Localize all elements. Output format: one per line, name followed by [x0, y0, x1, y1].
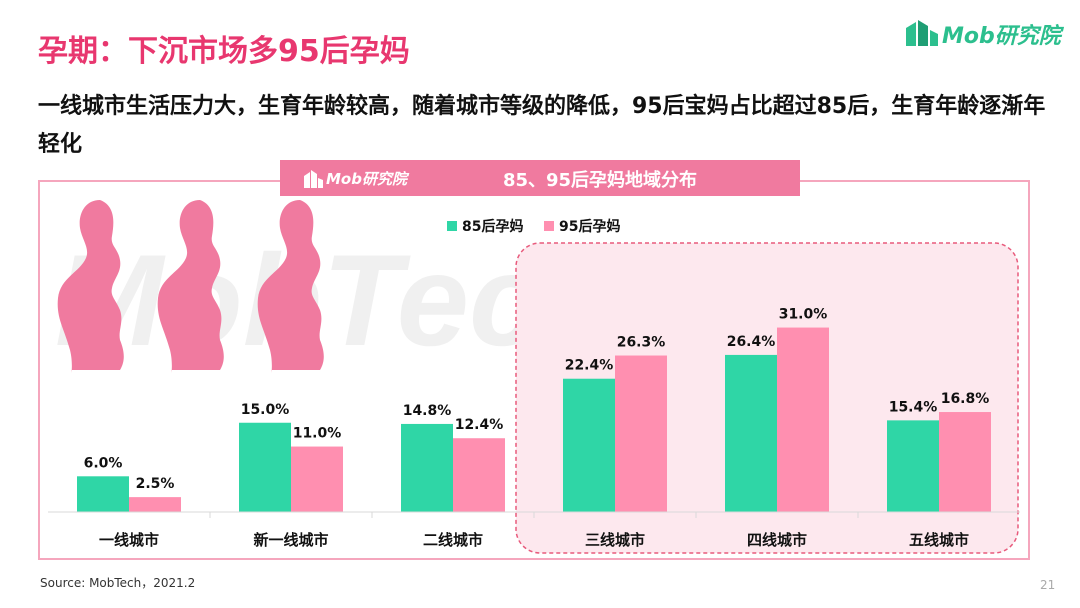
data-label: 2.5%	[136, 476, 175, 492]
data-label: 12.4%	[455, 417, 504, 433]
source-note: Source: MobTech，2021.2	[40, 576, 196, 590]
x-tick-label: 四线城市	[747, 531, 807, 549]
bar-85	[887, 420, 939, 512]
pregnant-woman-icon	[57, 200, 124, 374]
bars	[77, 327, 991, 512]
data-label: 11.0%	[293, 426, 342, 442]
legend-swatch-95	[544, 221, 554, 231]
logo-text: Mob研究院	[942, 24, 1061, 49]
bar-95	[291, 446, 343, 512]
legend-swatch-85	[447, 221, 457, 231]
data-label: 26.3%	[617, 335, 666, 351]
page-number: 21	[1040, 578, 1056, 592]
x-tick-label: 五线城市	[909, 531, 969, 549]
data-label: 6.0%	[84, 455, 123, 471]
building-logo-icon	[906, 20, 938, 46]
value-labels: 6.0% 2.5% 15.0%11.0% 14.8%12.4% 22.4%26.3% 26…	[84, 307, 990, 493]
data-label: 22.4%	[565, 358, 614, 374]
legend-label-95: 95后孕妈	[559, 218, 620, 235]
legend-label-85: 85后孕妈	[462, 218, 523, 235]
chart-title-banner	[280, 160, 800, 196]
data-label: 26.4%	[727, 334, 776, 350]
bar-95	[939, 412, 991, 512]
bar-85	[401, 423, 453, 512]
banner-logo: Mob研究院	[304, 167, 434, 191]
bar-95	[129, 497, 181, 512]
x-axis: 一线城市 新一线城市 二线城市 三线城市 四线城市 五线城市	[48, 511, 1020, 549]
silhouettes	[57, 200, 324, 374]
x-tick-label: 二线城市	[423, 531, 483, 549]
bar-95	[615, 355, 667, 512]
data-label: 14.8%	[403, 403, 452, 419]
bar-95	[453, 438, 505, 512]
bar-85	[563, 378, 615, 512]
mob-logo: Mob研究院	[906, 12, 1066, 52]
data-label: 15.0%	[241, 402, 290, 418]
page-subtitle: 一线城市生活压力大，生育年龄较高，随着城市等级的降低，95后宝妈占比超过85后，…	[38, 94, 1046, 157]
x-tick-label: 三线城市	[585, 531, 645, 549]
page-title: 孕期：下沉市场多95后孕妈	[38, 34, 410, 69]
data-label: 15.4%	[889, 399, 938, 415]
pregnant-woman-icon	[157, 200, 224, 374]
x-tick-label: 新一线城市	[253, 531, 328, 549]
bar-85	[239, 422, 291, 512]
bar-85	[77, 476, 129, 512]
x-tick-label: 一线城市	[99, 531, 159, 549]
data-label: 16.8%	[941, 391, 990, 407]
pregnant-woman-icon	[257, 200, 324, 374]
banner-logo-text: Mob研究院	[326, 170, 407, 188]
bar-85	[725, 354, 777, 512]
bar-95	[777, 327, 829, 512]
chart-title: 85、95后孕妈地域分布	[502, 170, 698, 191]
legend: 85后孕妈 95后孕妈	[447, 218, 620, 235]
building-logo-small-icon	[304, 170, 323, 188]
data-label: 31.0%	[779, 307, 828, 323]
